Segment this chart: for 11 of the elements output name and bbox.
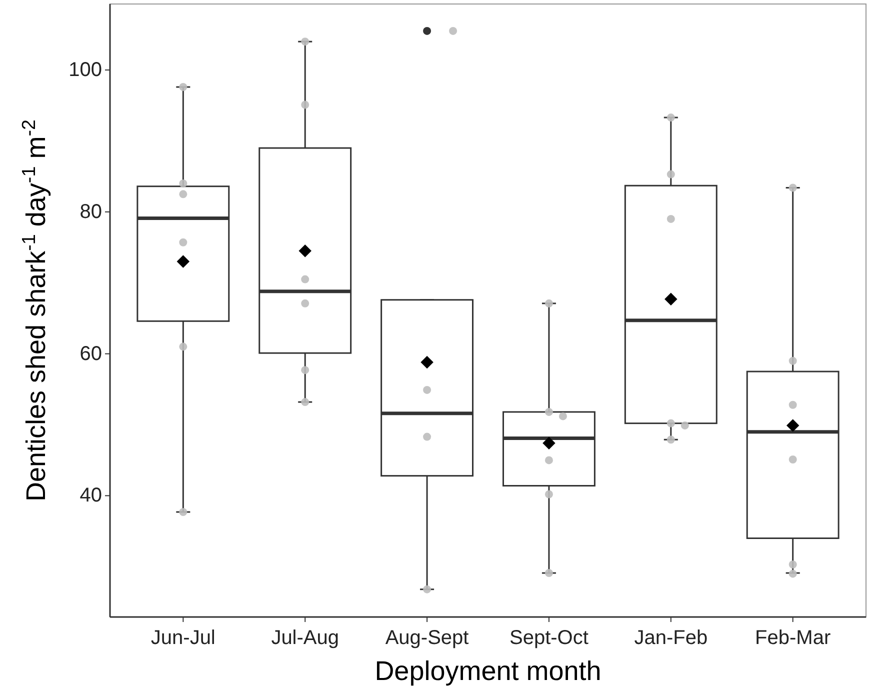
- x-tick-label: Jun-Jul: [150, 627, 216, 649]
- x-tick-label: Sept-Oct: [510, 627, 589, 649]
- y-tick-label: 40: [80, 484, 102, 507]
- x-tick-label: Aug-Sept: [385, 627, 470, 649]
- x-tick-label: Jul-Aug: [271, 627, 340, 649]
- x-axis-title: Deployment month: [374, 656, 602, 686]
- x-tick-label: Jan-Feb: [634, 627, 708, 649]
- y-tick-label: 60: [80, 342, 102, 365]
- y-tick-label: 100: [68, 58, 102, 81]
- y-tick-label: 80: [80, 200, 102, 223]
- x-tick-label: Feb-Mar: [755, 627, 831, 649]
